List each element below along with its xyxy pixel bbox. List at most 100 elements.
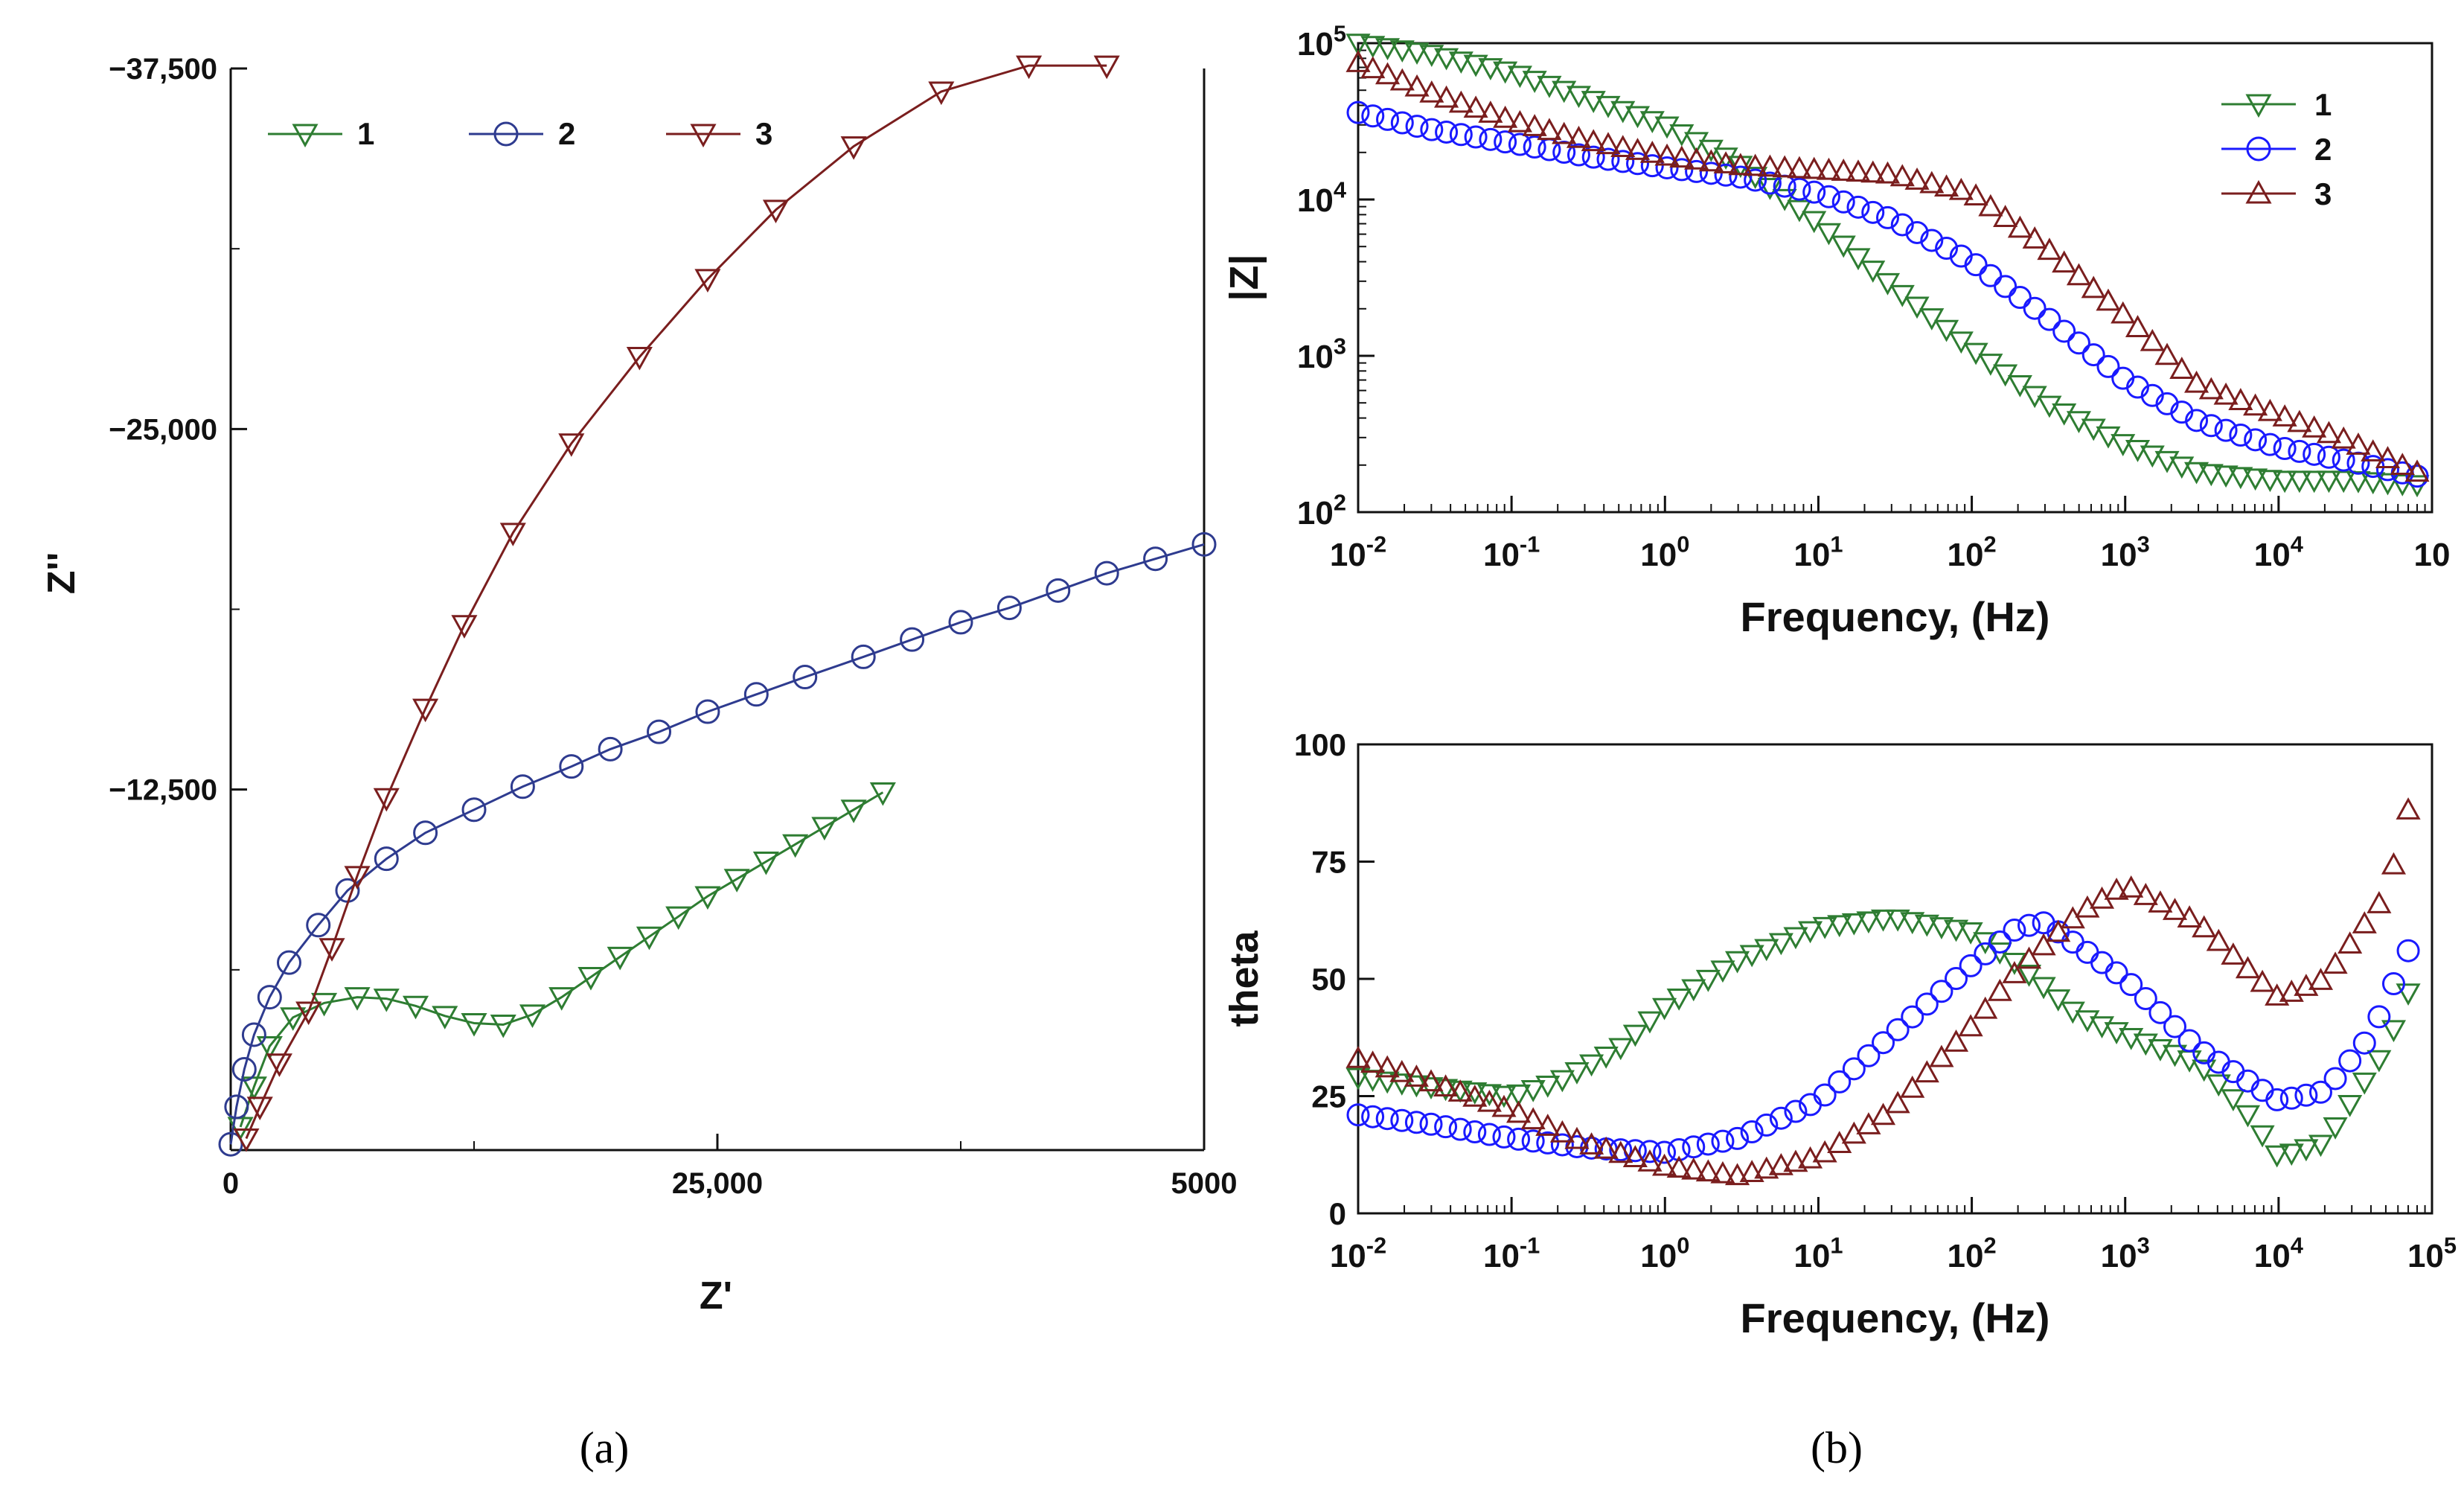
data-point <box>1596 147 1620 171</box>
data-point <box>1726 1126 1750 1150</box>
data-point <box>1390 1108 1414 1132</box>
y-axis-title: Z'' <box>40 552 83 595</box>
data-point <box>1552 141 1576 165</box>
series-line <box>239 791 884 1128</box>
data-point <box>1930 980 1953 1003</box>
y-tick-label-base: 10 <box>1297 182 1334 219</box>
data-point <box>224 1094 249 1120</box>
data-point <box>1768 1153 1793 1175</box>
data-point <box>2081 343 2105 367</box>
data-point <box>1622 1024 1648 1047</box>
data-point <box>2007 374 2032 398</box>
data-point <box>1729 165 1753 189</box>
nyquist-panel: −12,500 −25,000 −37,500 0 25,000 5000 Z' Z'' 1 2 3… <box>40 53 1237 1472</box>
x-axis-title: Frequency, (Hz) <box>1741 1294 2050 1341</box>
data-point <box>2133 883 2158 905</box>
data-point <box>2081 275 2106 298</box>
series-3 <box>1345 50 2430 482</box>
y-tick-label: −37,500 <box>109 53 217 86</box>
y-tick-label-exp: 5 <box>1334 21 1346 47</box>
data-point <box>1905 220 1929 244</box>
data-point <box>2162 898 2188 920</box>
data-point <box>1191 531 1217 557</box>
data-point <box>1389 1059 1415 1082</box>
data-point <box>1654 116 1680 139</box>
data-point <box>2104 877 2129 900</box>
data-point <box>1670 158 1694 182</box>
data-point <box>1919 308 1945 331</box>
data-point <box>2052 250 2077 273</box>
x-tick-label: 100 <box>1640 531 1689 573</box>
data-point <box>1581 129 1606 152</box>
data-point <box>1625 106 1651 129</box>
data-point <box>1376 107 1400 131</box>
data-point <box>2361 472 2386 495</box>
data-point <box>344 987 371 1011</box>
data-point <box>1963 342 1988 365</box>
data-point <box>1404 74 1430 97</box>
data-point <box>1816 223 1842 246</box>
data-point <box>1479 127 1503 151</box>
data-point <box>1739 945 1764 968</box>
data-point <box>1346 100 1370 124</box>
data-point <box>2346 432 2371 455</box>
x-tick-label-base: 10 <box>1640 1238 1677 1274</box>
data-point <box>695 699 720 724</box>
data-point <box>2096 354 2120 378</box>
x-tick-label-exp: 0 <box>1677 1233 1689 1259</box>
x-tick-label-exp: -1 <box>1520 1233 1540 1259</box>
data-point <box>1959 954 1983 977</box>
data-point <box>1639 141 1665 163</box>
data-point <box>1901 1005 1924 1029</box>
data-point <box>2323 951 2348 974</box>
y-tick-label: 50 <box>1311 962 1346 997</box>
data-point <box>1710 960 1735 983</box>
data-point <box>1772 188 1797 211</box>
data-point <box>1491 1085 1517 1108</box>
data-point <box>1714 163 1738 187</box>
data-point <box>1593 1046 1619 1069</box>
data-point <box>1346 1103 1370 1127</box>
data-point <box>1361 104 1385 128</box>
data-point <box>1521 1129 1545 1153</box>
data-point <box>1788 177 1811 201</box>
data-point <box>1579 1132 1604 1155</box>
x-tick-label-exp: 3 <box>2137 531 2150 558</box>
data-point <box>1637 1011 1663 1034</box>
data-point <box>1934 174 1959 197</box>
data-point <box>1507 1127 1531 1151</box>
x-tick-label-base: 10 <box>2101 1238 2137 1274</box>
data-point <box>1463 1120 1487 1144</box>
data-point <box>2390 473 2415 497</box>
data-point <box>1447 1079 1473 1102</box>
data-point <box>266 1053 292 1077</box>
data-point <box>1463 54 1488 77</box>
x-tick-label: 10-2 <box>1330 1233 1386 1274</box>
data-point <box>2250 1125 2275 1148</box>
data-point <box>1768 933 1793 956</box>
data-point <box>1360 36 1386 59</box>
data-point <box>2294 1139 2319 1162</box>
data-point <box>2346 471 2371 494</box>
x-tick-label-base: 10 <box>1330 537 1366 573</box>
x-tick-label: 10-1 <box>1483 1233 1540 1274</box>
legend: 1 2 3 <box>2221 87 2332 211</box>
legend-marker <box>2246 136 2271 162</box>
data-point <box>559 754 584 779</box>
data-point <box>1564 1062 1590 1085</box>
x-tick-label-base: 10 <box>2414 537 2451 573</box>
data-point <box>1945 967 1968 991</box>
data-point <box>2192 1059 2217 1082</box>
data-point <box>2287 409 2312 432</box>
data-point <box>1375 1071 1400 1094</box>
data-point <box>1596 95 1621 118</box>
data-point <box>2375 473 2401 496</box>
data-point <box>2148 890 2173 913</box>
data-point <box>1861 200 1885 224</box>
data-point <box>1994 275 2017 298</box>
data-point <box>2198 377 2224 400</box>
data-point <box>665 906 692 930</box>
data-point <box>1900 912 1925 935</box>
data-point <box>2177 905 2202 928</box>
data-point <box>1389 68 1415 91</box>
